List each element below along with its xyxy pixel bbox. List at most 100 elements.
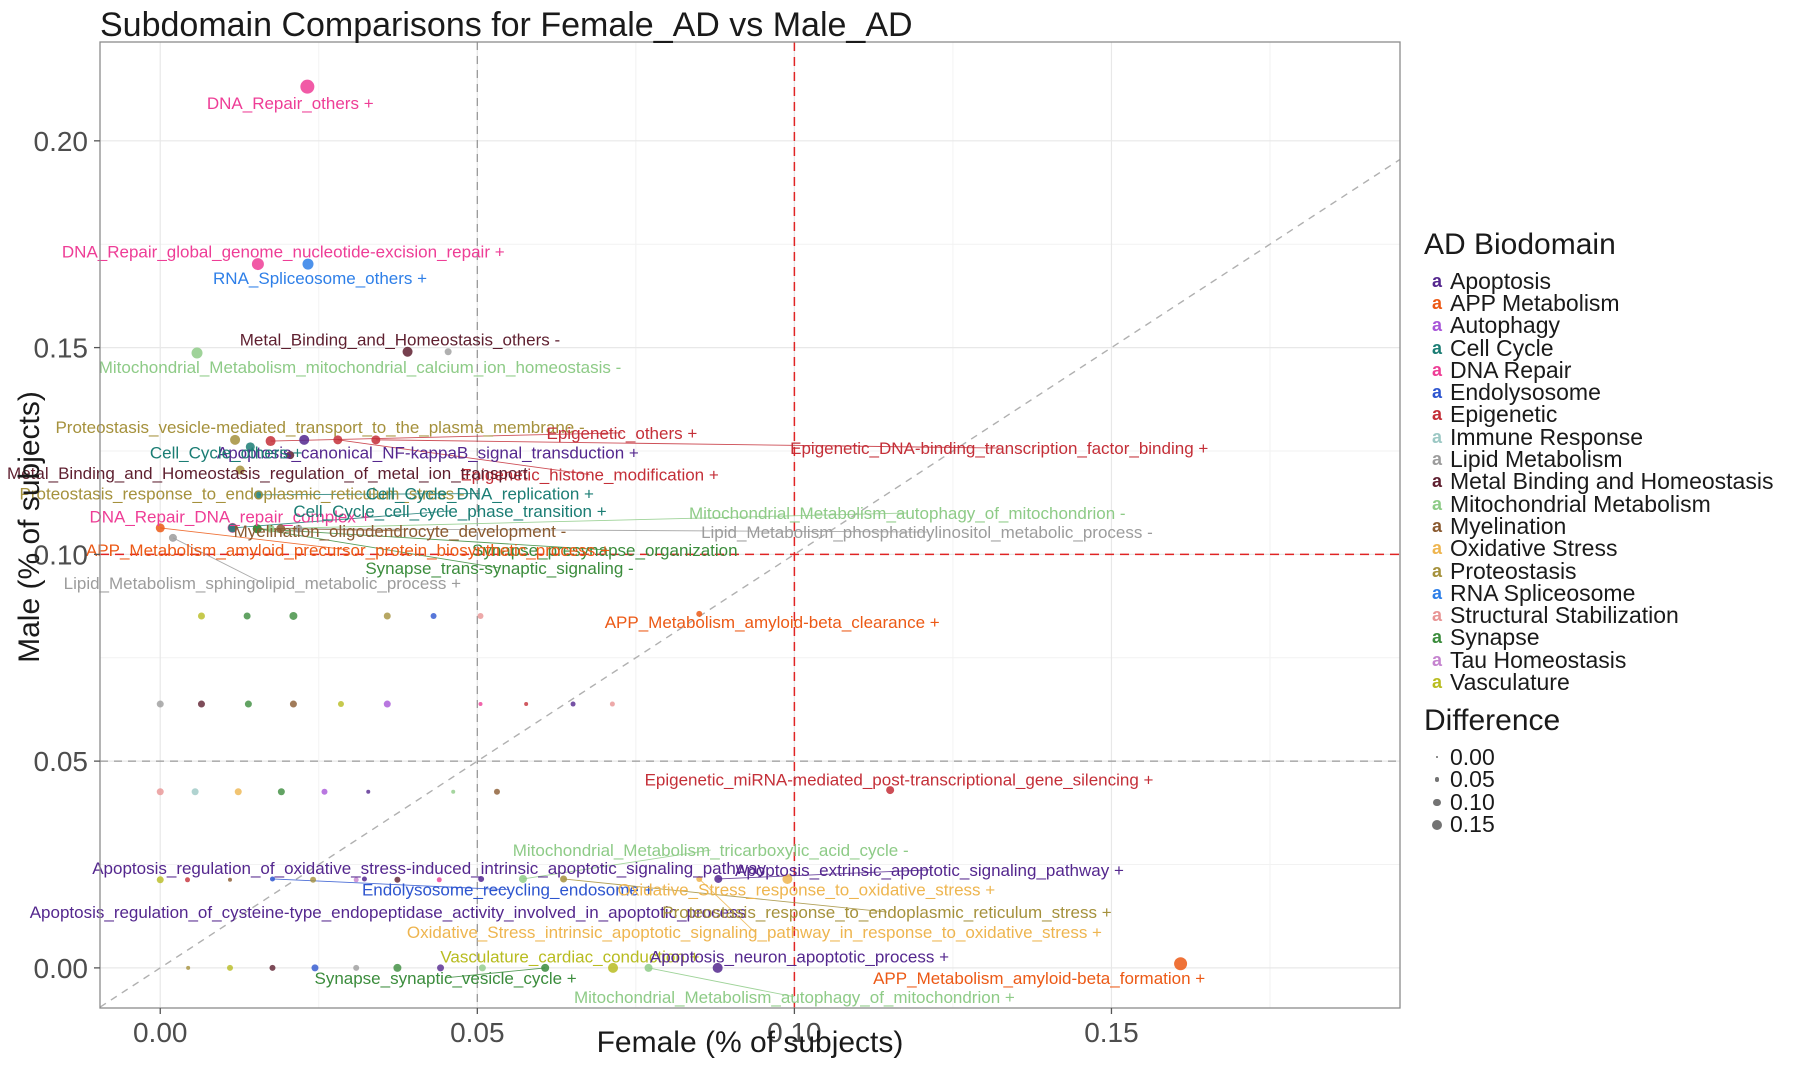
- legend-key-glyph: a: [1431, 404, 1442, 425]
- point-label: Mitochondrial_Metabolism_autophagy_of_mi…: [689, 504, 1126, 523]
- data-point: [234, 788, 242, 796]
- legend-item: a Mitochondrial Metabolism: [1424, 491, 1800, 517]
- difference-size-label: 0.05: [1450, 766, 1495, 793]
- data-point: [251, 258, 264, 271]
- y-axis-title: Male (% of subjects): [13, 391, 46, 663]
- x-axis-title: Female (% of subjects): [596, 1026, 904, 1059]
- point-label: Proteostasis_response_to_endoplasmic_ret…: [662, 903, 1111, 922]
- legend-item: a Synapse: [1424, 624, 1800, 650]
- point-label: Synapse_presynapse_organization: [472, 541, 738, 560]
- difference-size-item: 0.10: [1424, 788, 1724, 815]
- point-label: DNA_Repair_global_genome_nucleotide-exci…: [62, 243, 505, 262]
- data-point: [252, 524, 262, 534]
- legend-item: a DNA Repair: [1424, 357, 1800, 383]
- legend-item: a Autophagy: [1424, 312, 1800, 338]
- data-point: [493, 788, 500, 795]
- point-label: Proteostasis_response_to_endoplasmic_ret…: [20, 485, 465, 504]
- x-tick-label: 0.10: [767, 1017, 822, 1048]
- legend-key-glyph: a: [1431, 449, 1442, 470]
- data-point: [383, 700, 391, 708]
- label-connector: [172, 537, 263, 584]
- legend-item-label: Proteostasis: [1450, 557, 1577, 584]
- legend-key-glyph: a: [1431, 426, 1442, 447]
- legend-item-label: Tau Homeostasis: [1450, 646, 1627, 673]
- point-label: DNA_Repair_others +: [207, 94, 374, 113]
- difference-size-label: 0.15: [1450, 811, 1495, 838]
- legend-item: a Vasculature: [1424, 669, 1800, 695]
- legend-key-glyph: a: [1431, 315, 1442, 336]
- difference-size-dot: [1424, 798, 1450, 806]
- point-label: Synapse_trans-synaptic_signaling -: [365, 559, 633, 578]
- x-tick-label: 0.15: [1084, 1017, 1139, 1048]
- data-point: [289, 700, 297, 708]
- legend-key-glyph: a: [1431, 649, 1442, 670]
- data-point: [311, 964, 319, 972]
- data-point: [478, 702, 483, 707]
- data-point: [197, 612, 205, 620]
- data-point: [644, 963, 653, 972]
- point-label: Epigenetic_histone_modification +: [460, 466, 719, 485]
- legend-key-glyph: a: [1431, 671, 1442, 692]
- point-label: Oxidative_Stress_intrinsic_apoptotic_sig…: [407, 923, 1102, 942]
- y-tick-label: 0.00: [34, 953, 89, 984]
- data-point: [321, 788, 328, 795]
- point-label: Proteostasis_vesicle-mediated_transport_…: [55, 418, 584, 437]
- data-point: [299, 434, 310, 445]
- point-label: Endolysosome_recycling_endosome +: [362, 881, 654, 900]
- legend-item: a APP Metabolism: [1424, 290, 1800, 316]
- point-label: Epigenetic_DNA-binding_transcription_fac…: [790, 439, 1208, 458]
- point-label: Synapse_synaptic_vesicle_cycle +: [314, 969, 576, 988]
- data-point: [197, 700, 205, 708]
- point-label: Cell_Cycle_DNA_replication +: [366, 485, 594, 504]
- legend-item: a Apoptosis: [1424, 268, 1800, 294]
- label-connector: [270, 432, 622, 442]
- legend-key-glyph: a: [1431, 270, 1442, 291]
- data-point: [156, 876, 164, 884]
- point-label: Epigenetic_others +: [547, 424, 698, 443]
- legend-item-label: Oxidative Stress: [1450, 535, 1618, 562]
- point-label: Cell_Cycle_others +: [150, 444, 303, 463]
- difference-legend-title: Difference: [1424, 704, 1561, 737]
- legend-item: a Tau Homeostasis: [1424, 646, 1800, 673]
- data-point: [186, 965, 191, 970]
- data-point: [366, 789, 371, 794]
- legend-item-label: RNA Spliceosome: [1450, 579, 1636, 606]
- plot-panel: [100, 42, 1400, 1008]
- data-point: [276, 524, 286, 534]
- legend-item-label: Structural Stabilization: [1450, 602, 1679, 629]
- point-label: Oxidative_Stress_response_to_oxidative_s…: [618, 881, 996, 900]
- legend-item-label: Cell Cycle: [1450, 334, 1554, 361]
- legend-key-glyph: a: [1431, 359, 1442, 380]
- point-label: Apoptosis_extrinsic_apoptotic_signaling_…: [735, 861, 1124, 880]
- point-label: Apoptosis_canonical_NF-kappaB_signal_tra…: [217, 444, 639, 463]
- y-tick-label: 0.20: [34, 126, 89, 157]
- legend-key-glyph: a: [1431, 605, 1442, 626]
- point-label: DNA_Repair_DNA_repair_complex +: [89, 508, 370, 527]
- data-point: [371, 435, 381, 445]
- legend-item: a Myelination: [1424, 513, 1800, 539]
- difference-size-label: 0.10: [1450, 788, 1495, 815]
- data-point: [886, 786, 895, 795]
- legend-item-label: Endolysosome: [1450, 379, 1601, 406]
- legend-key-glyph: a: [1431, 538, 1442, 559]
- legend-key-glyph: a: [1431, 560, 1442, 581]
- data-point: [156, 788, 164, 796]
- legend-item-label: Immune Response: [1450, 423, 1644, 450]
- legend-item: a Structural Stabilization: [1424, 602, 1800, 629]
- point-label: APP_Metabolism_amyloid_precursor_protein…: [86, 541, 610, 560]
- label-connector: [257, 528, 605, 551]
- legend-key-glyph: a: [1431, 493, 1442, 514]
- data-point: [696, 610, 703, 617]
- point-label: Metal_Binding_and_Homeostasis_others -: [240, 331, 560, 350]
- legend-item: a Proteostasis: [1424, 557, 1800, 584]
- legend-item: a Lipid Metabolism: [1424, 446, 1800, 472]
- point-label: Mitochondrial_Metabolism_autophagy_of_mi…: [574, 988, 1015, 1007]
- data-point: [227, 964, 233, 971]
- data-point: [714, 874, 723, 883]
- point-label: APP_Metabolism_amyloid-beta_formation +: [873, 969, 1205, 988]
- data-point: [269, 964, 276, 971]
- legend-key-glyph: a: [1431, 382, 1442, 403]
- point-label: Vasculature_cardiac_conduction +: [440, 948, 699, 967]
- label-connector: [258, 493, 480, 496]
- data-point: [191, 788, 199, 796]
